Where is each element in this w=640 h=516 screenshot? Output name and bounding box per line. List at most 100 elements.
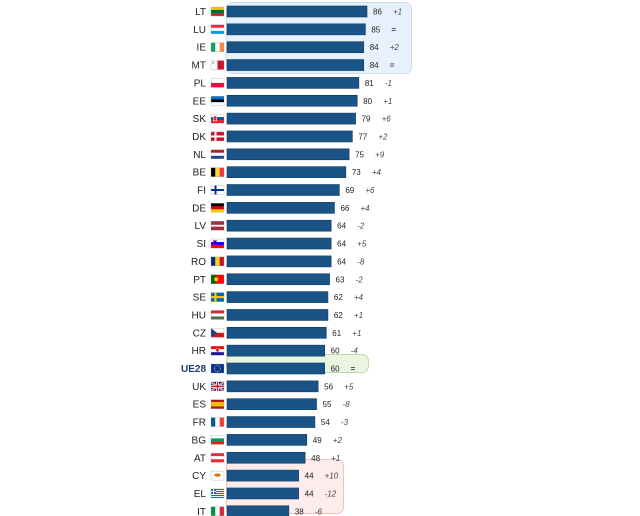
value-label: 64 <box>337 257 346 266</box>
value-label: 84 <box>370 43 379 52</box>
bar <box>226 166 347 178</box>
value-label: 73 <box>352 168 361 177</box>
value-label: 77 <box>358 132 367 141</box>
value-label: 62 <box>334 311 343 320</box>
bar <box>226 112 356 125</box>
uk-flag-icon <box>210 381 225 392</box>
bar <box>226 451 306 464</box>
value-label: 44 <box>305 472 314 481</box>
bar <box>226 23 366 36</box>
bar <box>226 398 317 411</box>
category-label: PL <box>194 78 207 89</box>
change-label: -3 <box>341 418 349 427</box>
bar <box>226 41 365 54</box>
change-label: +5 <box>357 240 367 249</box>
change-label: +2 <box>333 436 343 445</box>
category-label: PT <box>193 275 206 286</box>
latvia-flag-icon <box>210 221 225 231</box>
value-label: 60 <box>331 365 340 374</box>
category-label: RO <box>191 257 206 268</box>
bar <box>226 344 325 357</box>
value-label: 84 <box>370 61 379 70</box>
change-label: +4 <box>354 293 364 302</box>
category-label: IT <box>197 507 206 516</box>
bar <box>226 77 360 89</box>
change-label: -8 <box>357 257 365 266</box>
denmark-flag-icon <box>210 131 225 142</box>
change-label: +4 <box>360 204 370 213</box>
bar <box>226 273 330 286</box>
change-label: +2 <box>378 132 388 141</box>
value-label: 44 <box>305 489 314 498</box>
category-label: DK <box>192 132 206 143</box>
italy-flag-icon <box>210 506 225 516</box>
value-label: 81 <box>365 79 374 88</box>
value-label: 79 <box>362 115 371 124</box>
bar <box>226 291 329 303</box>
change-label: +1 <box>383 97 392 106</box>
category-label: CY <box>192 471 206 482</box>
value-label: 64 <box>337 222 346 231</box>
germany-flag-icon <box>210 203 225 213</box>
value-label: 38 <box>295 507 304 516</box>
slovenia-flag-icon <box>210 238 225 249</box>
category-label: UK <box>192 382 206 393</box>
category-label: SI <box>197 239 206 250</box>
category-label: SE <box>193 293 207 304</box>
belgium-flag-icon <box>210 167 225 177</box>
bar <box>226 219 332 232</box>
value-label: 54 <box>321 418 330 427</box>
bar <box>226 184 340 196</box>
category-label: LV <box>195 221 207 232</box>
value-label: 75 <box>355 150 364 159</box>
category-label: ES <box>193 400 207 411</box>
bar <box>226 130 353 143</box>
eu-flag-icon <box>210 363 225 374</box>
change-label: -6 <box>315 507 323 516</box>
bar <box>226 362 325 375</box>
category-label: LU <box>193 25 206 36</box>
category-label: BG <box>192 435 207 446</box>
category-label: MT <box>192 61 206 72</box>
bar <box>226 434 308 446</box>
value-label: 62 <box>334 293 343 302</box>
bar <box>226 237 332 250</box>
bar <box>226 94 358 107</box>
greece-flag-icon <box>210 488 225 499</box>
change-label: -8 <box>343 400 351 409</box>
change-label: +6 <box>365 186 375 195</box>
portugal-flag-icon <box>210 274 225 284</box>
ireland-flag-icon <box>210 42 225 52</box>
austria-flag-icon <box>210 453 225 463</box>
bar <box>226 469 299 482</box>
value-label: 86 <box>373 8 382 17</box>
category-label: FR <box>193 418 206 429</box>
change-label: -4 <box>351 347 359 356</box>
sweden-flag-icon <box>210 292 225 302</box>
change-label: +2 <box>390 43 400 52</box>
bar <box>226 5 368 18</box>
category-label: EE <box>193 96 207 107</box>
change-label: +10 <box>325 472 339 481</box>
malta-flag-icon <box>210 60 225 70</box>
change-label: +4 <box>372 168 382 177</box>
value-label: 85 <box>371 25 380 34</box>
bar <box>226 487 299 500</box>
category-label: CZ <box>193 328 206 339</box>
netherlands-flag-icon <box>210 149 225 159</box>
category-label: FI <box>197 186 206 197</box>
change-label: +1 <box>354 311 363 320</box>
category-label: BE <box>193 168 207 179</box>
value-label: 66 <box>340 204 349 213</box>
value-label: 80 <box>363 97 372 106</box>
value-label: 61 <box>332 329 341 338</box>
change-label: +1 <box>352 329 361 338</box>
bar <box>226 326 327 339</box>
category-label: HR <box>192 346 206 357</box>
category-label: AT <box>194 453 206 464</box>
bar <box>226 505 290 516</box>
finland-flag-icon <box>210 185 225 195</box>
value-label: 49 <box>313 436 322 445</box>
category-label: HU <box>192 310 206 321</box>
